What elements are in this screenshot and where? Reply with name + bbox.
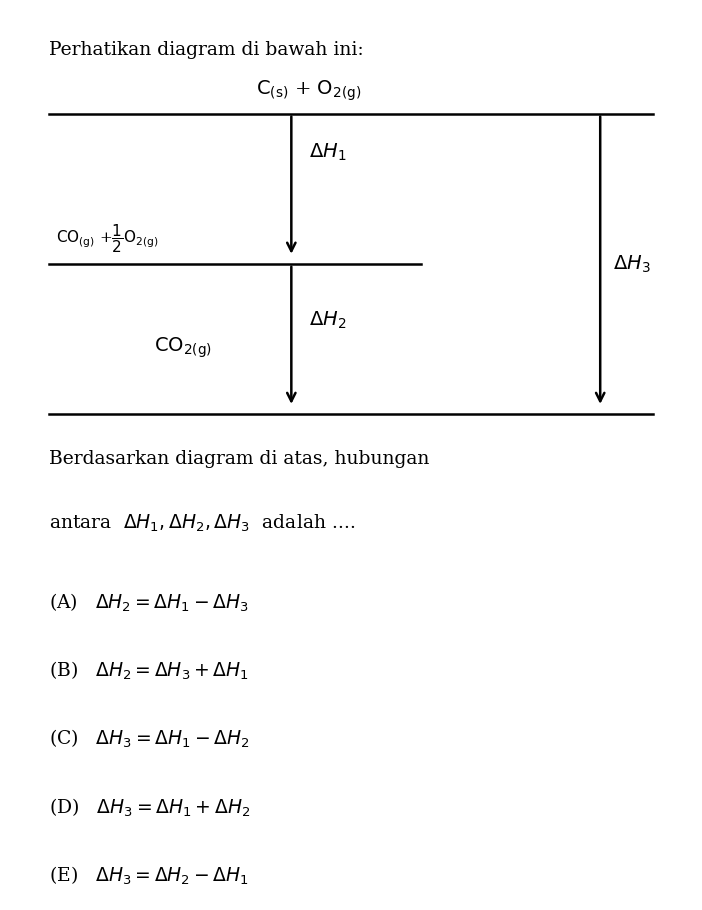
Text: (D)   $\Delta H_3 = \Delta H_1 + \Delta H_2$: (D) $\Delta H_3 = \Delta H_1 + \Delta H_… (49, 796, 251, 819)
Text: (E)   $\Delta H_3 = \Delta H_2 - \Delta H_1$: (E) $\Delta H_3 = \Delta H_2 - \Delta H_… (49, 864, 249, 887)
Text: (B)   $\Delta H_2 = \Delta H_3 + \Delta H_1$: (B) $\Delta H_2 = \Delta H_3 + \Delta H_… (49, 660, 249, 682)
Text: Berdasarkan diagram di atas, hubungan: Berdasarkan diagram di atas, hubungan (49, 450, 430, 469)
Text: (C)   $\Delta H_3 = \Delta H_1 - \Delta H_2$: (C) $\Delta H_3 = \Delta H_1 - \Delta H_… (49, 728, 250, 751)
Text: (A)   $\Delta H_2 = \Delta H_1 - \Delta H_3$: (A) $\Delta H_2 = \Delta H_1 - \Delta H_… (49, 592, 249, 614)
Text: $\mathrm{CO_{2(g)}}$: $\mathrm{CO_{2(g)}}$ (154, 336, 213, 360)
Text: $\mathrm{C_{(s)}}$ + $\mathrm{O_{2(g)}}$: $\mathrm{C_{(s)}}$ + $\mathrm{O_{2(g)}}$ (256, 78, 362, 103)
Text: $\mathrm{CO_{(g)}}$ +$\dfrac{1}{2}$$\mathrm{O_{2(g)}}$: $\mathrm{CO_{(g)}}$ +$\dfrac{1}{2}$$\mat… (56, 222, 159, 255)
Text: $\Delta H_2$: $\Delta H_2$ (309, 310, 346, 331)
Text: Perhatikan diagram di bawah ini:: Perhatikan diagram di bawah ini: (49, 41, 364, 59)
Text: $\Delta H_3$: $\Delta H_3$ (613, 253, 650, 275)
Text: $\Delta H_1$: $\Delta H_1$ (309, 142, 346, 163)
Text: antara  $\Delta H_1, \Delta H_2, \Delta H_3$  adalah ....: antara $\Delta H_1, \Delta H_2, \Delta H… (49, 512, 355, 533)
